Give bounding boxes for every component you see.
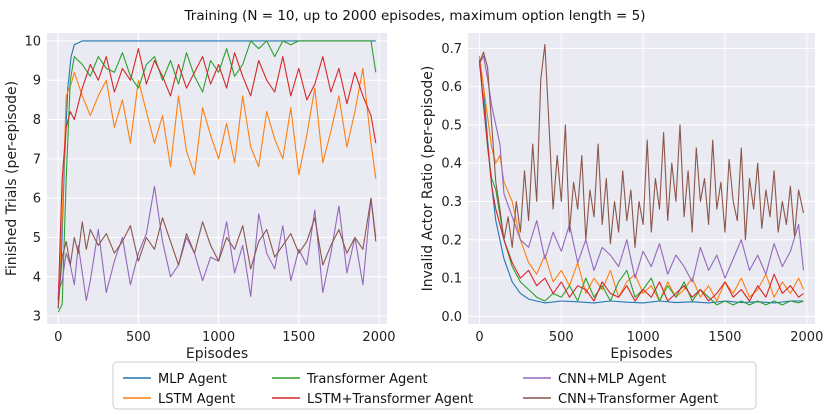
invalid-actor-x-label: Episodes	[610, 346, 672, 362]
series-line-cnn-mlp-agent	[57, 185, 377, 301]
series-line-transformer-agent	[478, 63, 804, 306]
series-line-cnn-transformer-agent	[57, 197, 377, 309]
y-tick-label: 0.1	[441, 272, 462, 287]
x-tick-label: 0	[54, 330, 62, 345]
y-tick-label: 0.3	[441, 195, 462, 210]
y-tick-label: 0.4	[441, 157, 462, 172]
y-tick-label: 0.7	[441, 42, 462, 57]
finished-trials-y-label: Finished Trials (per-episode)	[4, 81, 20, 276]
y-tick-label: 0.0	[441, 310, 462, 325]
series-line-transformer-agent	[57, 40, 377, 313]
legend-label: CNN+MLP Agent	[558, 372, 666, 387]
y-tick-label: 10	[24, 34, 41, 49]
series-line-cnn-transformer-agent	[478, 43, 805, 248]
legend: MLP Agent LSTM Agent Transformer Agent L…	[112, 361, 757, 410]
series-line-lstm-transformer-agent	[57, 48, 377, 301]
finished-trials-x-label: Episodes	[186, 346, 248, 362]
series-line-lstm-agent	[57, 67, 377, 305]
y-tick-label: 7	[33, 152, 41, 167]
series-line-mlp-agent	[478, 59, 804, 304]
y-tick-label: 8	[33, 113, 41, 128]
legend-label: CNN+Transformer Agent	[558, 392, 718, 407]
legend-label: LSTM Agent	[158, 392, 235, 407]
legend-entry-transformer: Transformer Agent	[272, 372, 428, 387]
y-tick-label: 6	[33, 192, 41, 207]
x-tick-label: 500	[126, 330, 151, 345]
legend-entry-cnn-transformer: CNN+Transformer Agent	[523, 392, 718, 407]
x-tick-label: 1000	[202, 330, 235, 345]
series-line-lstm-agent	[478, 55, 805, 302]
invalid-actor-y-label: Invalid Actor Ratio (per-episode)	[420, 66, 436, 292]
y-tick-label: 5	[33, 231, 41, 246]
legend-entry-lstm-transformer: LSTM+Transformer Agent	[272, 392, 473, 407]
invalid-actor-plot-area	[468, 33, 815, 324]
legend-label: Transformer Agent	[306, 372, 428, 387]
x-tick-label: 1500	[282, 330, 315, 345]
y-tick-label: 9	[33, 74, 41, 89]
y-tick-label: 0.5	[441, 118, 462, 133]
figure-title: Training (N = 10, up to 2000 episodes, m…	[184, 8, 646, 24]
y-tick-label: 4	[33, 270, 41, 285]
series-line-lstm-transformer-agent	[478, 59, 804, 302]
legend-label: LSTM+Transformer Agent	[307, 392, 473, 407]
y-tick-label: 0.2	[441, 233, 462, 248]
y-tick-label: 0.6	[441, 80, 462, 95]
invalid-actor-panel: 0 500 1000 1500 2000 0.0 0.1 0.2 0.3 0.4 0.5 0.6 0.7…	[420, 33, 823, 362]
x-tick-label: 500	[549, 330, 574, 345]
legend-label: MLP Agent	[158, 372, 227, 387]
x-tick-label: 1000	[627, 330, 660, 345]
x-tick-label: 2000	[790, 330, 823, 345]
x-tick-label: 2000	[362, 330, 395, 345]
legend-entry-lstm: LSTM Agent	[123, 392, 235, 407]
y-tick-label: 3	[33, 310, 41, 325]
legend-entry-cnn-mlp: CNN+MLP Agent	[523, 372, 666, 387]
finished-trials-panel: 0 500 1000 1500 2000 3 4 5 6 7 8 9 10 Finished Trial…	[4, 33, 396, 362]
legend-entry-mlp: MLP Agent	[123, 372, 227, 387]
series-line-cnn-mlp-agent	[479, 55, 805, 283]
x-tick-label: 0	[475, 330, 483, 345]
x-tick-label: 1500	[708, 330, 741, 345]
series-line-mlp-agent	[57, 40, 376, 309]
